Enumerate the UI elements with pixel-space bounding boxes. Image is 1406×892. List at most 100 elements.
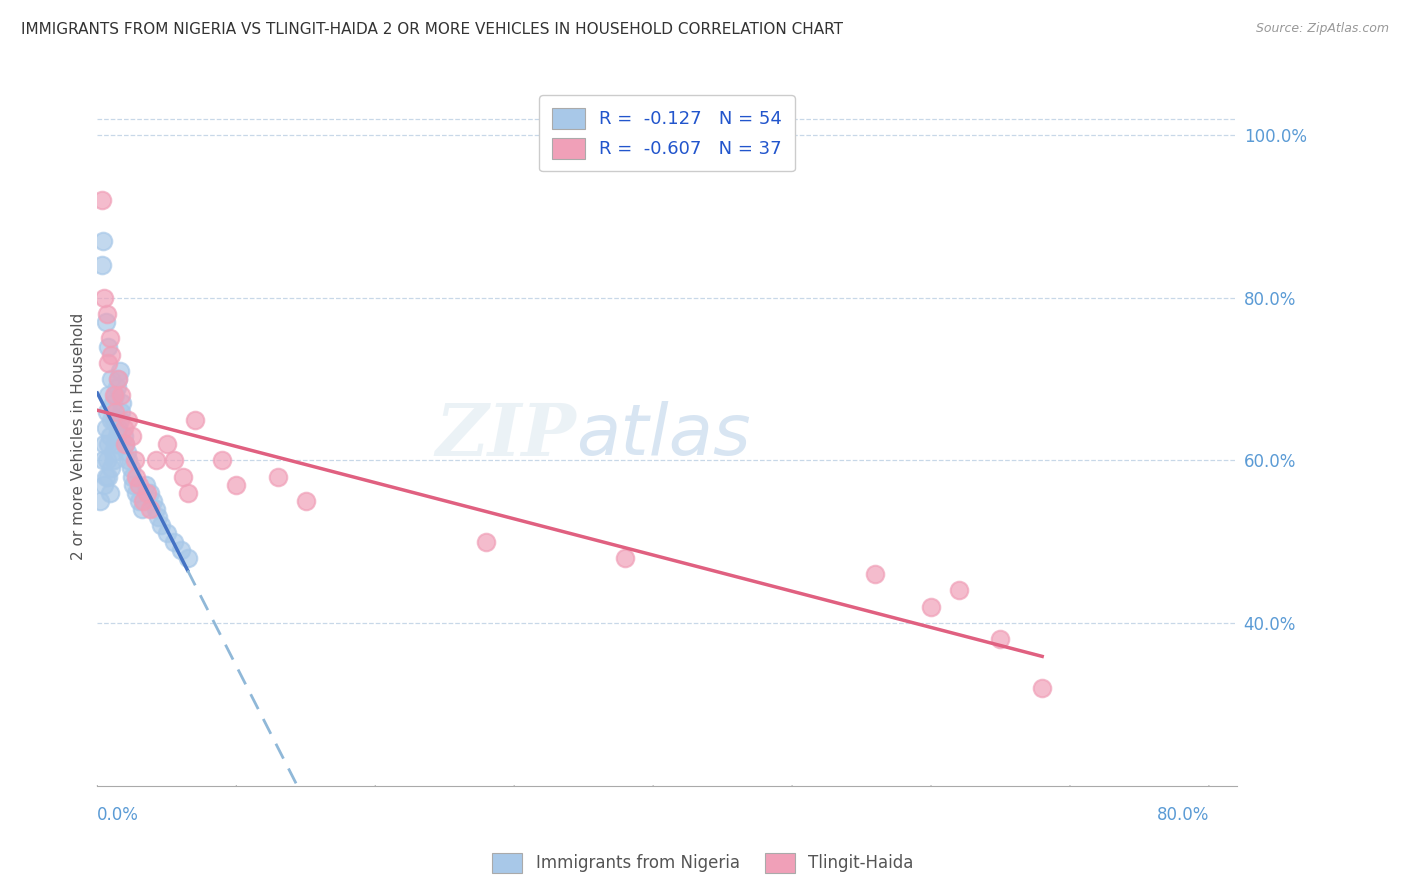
Point — [93, 291, 115, 305]
Legend: Immigrants from Nigeria, Tlingit-Haida: Immigrants from Nigeria, Tlingit-Haida — [486, 847, 920, 880]
Point — [920, 599, 942, 614]
Point — [97, 356, 120, 370]
Point — [111, 396, 134, 410]
Point — [90, 193, 112, 207]
Point — [107, 372, 129, 386]
Point — [156, 526, 179, 541]
Point — [125, 469, 148, 483]
Point — [267, 469, 290, 483]
Point — [865, 567, 887, 582]
Point — [948, 583, 970, 598]
Point — [93, 477, 115, 491]
Point — [108, 412, 131, 426]
Point — [112, 429, 135, 443]
Point — [136, 486, 159, 500]
Point — [176, 550, 198, 565]
Point — [120, 461, 142, 475]
Text: Source: ZipAtlas.com: Source: ZipAtlas.com — [1256, 22, 1389, 36]
Point — [225, 477, 247, 491]
Point — [115, 445, 138, 459]
Point — [100, 412, 122, 426]
Point — [128, 494, 150, 508]
Point — [100, 372, 122, 386]
Point — [107, 421, 129, 435]
Point — [170, 542, 193, 557]
Text: atlas: atlas — [576, 401, 751, 470]
Point — [132, 494, 155, 508]
Point — [94, 315, 117, 329]
Point — [96, 453, 118, 467]
Point — [150, 518, 173, 533]
Point — [211, 453, 233, 467]
Text: ZIP: ZIP — [434, 401, 576, 472]
Point — [1031, 681, 1053, 695]
Point — [103, 388, 125, 402]
Point — [156, 437, 179, 451]
Point — [139, 486, 162, 500]
Point — [163, 453, 186, 467]
Point — [103, 412, 125, 426]
Point — [145, 502, 167, 516]
Point — [100, 461, 122, 475]
Point — [131, 502, 153, 516]
Point — [96, 307, 118, 321]
Point — [135, 477, 157, 491]
Text: 0.0%: 0.0% — [97, 805, 139, 824]
Point — [990, 632, 1012, 647]
Point — [614, 550, 637, 565]
Point — [475, 534, 498, 549]
Point — [294, 494, 316, 508]
Point — [101, 396, 124, 410]
Point — [93, 437, 115, 451]
Point — [114, 437, 136, 451]
Point — [100, 348, 122, 362]
Point — [103, 453, 125, 467]
Point — [139, 502, 162, 516]
Point — [97, 437, 120, 451]
Point — [121, 429, 143, 443]
Point — [89, 494, 111, 508]
Point — [97, 388, 120, 402]
Point — [97, 469, 120, 483]
Point — [105, 380, 128, 394]
Text: IMMIGRANTS FROM NIGERIA VS TLINGIT-HAIDA 2 OR MORE VEHICLES IN HOUSEHOLD CORRELA: IMMIGRANTS FROM NIGERIA VS TLINGIT-HAIDA… — [21, 22, 844, 37]
Point — [124, 453, 146, 467]
Point — [163, 534, 186, 549]
Point — [112, 421, 135, 435]
Point — [104, 388, 127, 402]
Point — [105, 429, 128, 443]
Point — [98, 429, 121, 443]
Point — [90, 258, 112, 272]
Point — [96, 404, 118, 418]
Point — [176, 486, 198, 500]
Point — [91, 453, 114, 467]
Point — [173, 469, 195, 483]
Point — [125, 486, 148, 500]
Point — [98, 331, 121, 345]
Point — [97, 339, 120, 353]
Point — [142, 494, 165, 508]
Point — [104, 437, 127, 451]
Y-axis label: 2 or more Vehicles in Household: 2 or more Vehicles in Household — [72, 312, 86, 559]
Point — [107, 372, 129, 386]
Point — [94, 421, 117, 435]
Point — [121, 469, 143, 483]
Point — [104, 404, 127, 418]
Point — [110, 404, 132, 418]
Point — [108, 364, 131, 378]
Point — [122, 477, 145, 491]
Text: 80.0%: 80.0% — [1157, 805, 1209, 824]
Point — [145, 453, 167, 467]
Point — [94, 469, 117, 483]
Point — [183, 412, 205, 426]
Legend: R =  -0.127   N = 54, R =  -0.607   N = 37: R = -0.127 N = 54, R = -0.607 N = 37 — [540, 95, 794, 171]
Point — [117, 412, 139, 426]
Point — [91, 234, 114, 248]
Point — [148, 510, 170, 524]
Point — [98, 486, 121, 500]
Point — [114, 437, 136, 451]
Point — [110, 388, 132, 402]
Point — [117, 453, 139, 467]
Point — [128, 477, 150, 491]
Point — [101, 445, 124, 459]
